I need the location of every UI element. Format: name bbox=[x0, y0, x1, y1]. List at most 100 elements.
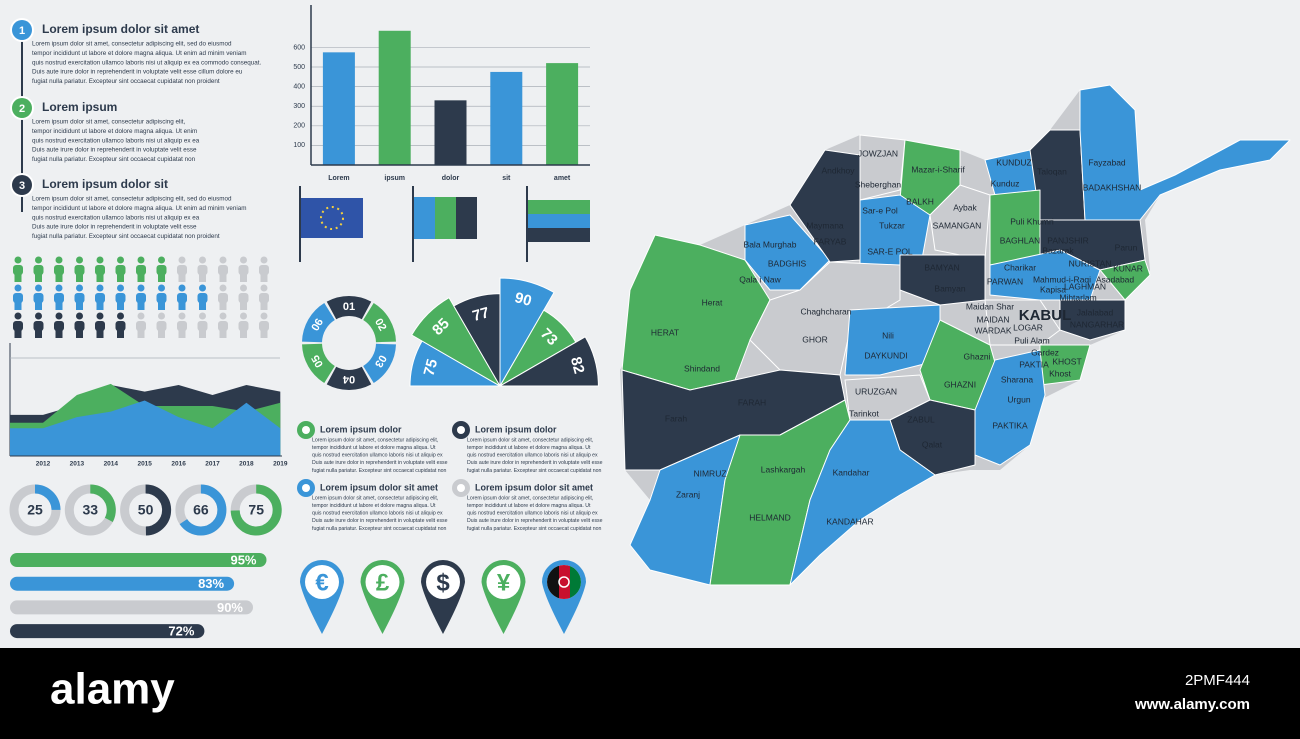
map-label: Kandahar bbox=[833, 467, 870, 477]
person-head bbox=[260, 256, 268, 264]
person-icon bbox=[156, 284, 167, 310]
person-head bbox=[199, 312, 206, 320]
person-head bbox=[260, 312, 268, 320]
y-tick-label: 400 bbox=[293, 83, 305, 90]
person-head bbox=[158, 284, 165, 292]
person-legs bbox=[260, 302, 268, 310]
x-tick-label: Lorem bbox=[328, 175, 349, 182]
x-tick-label: 2018 bbox=[239, 461, 254, 468]
info-text: tempor incididunt ut labore et dolore ma… bbox=[467, 445, 591, 451]
person-body bbox=[218, 293, 228, 303]
person-icon bbox=[95, 284, 105, 310]
progress-label: 72% bbox=[168, 624, 194, 639]
fan-label: 90 bbox=[513, 289, 534, 310]
step-text: Lorem ipsum dolor sit amet, consectetur … bbox=[32, 196, 232, 203]
person-head bbox=[14, 256, 22, 264]
gauge-arc bbox=[175, 484, 227, 536]
person-legs bbox=[219, 302, 227, 310]
person-legs bbox=[260, 274, 268, 282]
step-text: Lorem ipsum dolor sit amet, consectetur … bbox=[32, 41, 232, 48]
person-head bbox=[35, 312, 42, 320]
step-text: quis nostrud exercitation ullamco labori… bbox=[32, 59, 262, 66]
map-label: NIMRUZ bbox=[693, 468, 726, 478]
person-body bbox=[136, 321, 146, 331]
person-body bbox=[259, 265, 269, 275]
pin-inner bbox=[486, 565, 521, 599]
pin-inner bbox=[305, 565, 339, 599]
flag-stripe bbox=[528, 228, 590, 242]
person-head bbox=[219, 312, 227, 320]
info-text: Duis aute irure dolor in reprehenderit i… bbox=[467, 460, 603, 466]
person-head bbox=[137, 284, 145, 292]
person-body bbox=[74, 265, 85, 275]
person-head bbox=[117, 284, 124, 292]
person-head bbox=[76, 312, 83, 320]
person-head bbox=[219, 284, 227, 292]
map-label: Nili bbox=[882, 330, 894, 340]
person-head bbox=[96, 312, 104, 320]
person-body bbox=[13, 265, 23, 275]
province bbox=[844, 304, 941, 376]
info-text: fugiat nulla pariatur. Excepteur sint oc… bbox=[312, 468, 446, 474]
pin-inner bbox=[365, 565, 400, 599]
person-body bbox=[177, 321, 187, 331]
province bbox=[1059, 299, 1126, 341]
step-text: Duis aute irure dolor in reprehenderit i… bbox=[32, 147, 197, 154]
map-label: Puli Alam bbox=[1014, 335, 1049, 345]
x-tick-label: 2017 bbox=[205, 461, 220, 468]
person-legs bbox=[260, 330, 268, 338]
map-label: Mazar-i-Sharif bbox=[911, 164, 965, 174]
map-label: KHOST bbox=[1052, 356, 1081, 366]
person-head bbox=[55, 284, 63, 292]
flag-stripe bbox=[547, 565, 559, 599]
step-text: tempor incididunt ut labore et dolore ma… bbox=[32, 128, 197, 135]
info-title: Lorem ipsum dolor bbox=[475, 424, 557, 434]
person-icon bbox=[218, 284, 228, 310]
flag-stripe bbox=[528, 214, 590, 228]
progress-label: 83% bbox=[198, 576, 224, 591]
person-legs bbox=[14, 274, 22, 282]
province bbox=[1099, 259, 1151, 301]
x-tick-label: ipsum bbox=[384, 175, 405, 182]
person-legs bbox=[158, 330, 165, 338]
step-number: 2 bbox=[19, 103, 25, 115]
map-label: BALKH bbox=[906, 196, 934, 206]
person-icon bbox=[54, 284, 64, 310]
progress-bar bbox=[10, 624, 205, 639]
x-tick-label: amet bbox=[554, 175, 571, 182]
bar bbox=[322, 52, 355, 165]
person-icon bbox=[177, 312, 187, 338]
person-body bbox=[156, 293, 167, 303]
info-text: quis nostrud exercitation ullamco labori… bbox=[467, 511, 598, 517]
person-legs bbox=[76, 274, 83, 282]
person-body bbox=[197, 321, 208, 331]
person-icon bbox=[13, 256, 23, 282]
person-head bbox=[178, 256, 186, 264]
person-icon bbox=[13, 284, 23, 310]
map-label: Sar-e Pol bbox=[862, 205, 898, 215]
person-icon bbox=[259, 256, 269, 282]
person-head bbox=[137, 256, 145, 264]
person-head bbox=[96, 256, 104, 264]
step-badge bbox=[12, 20, 32, 40]
person-legs bbox=[137, 274, 145, 282]
info-text: fugiat nulla pariatur. Excepteur sint oc… bbox=[312, 526, 446, 532]
person-head bbox=[158, 312, 165, 320]
pin-symbol: $ bbox=[436, 569, 450, 596]
map-label: BADAKHSHAN bbox=[1083, 182, 1142, 192]
person-head bbox=[240, 312, 247, 320]
map-label: Tarinkot bbox=[849, 408, 879, 418]
step-badge bbox=[12, 175, 32, 195]
map-label: LAGHMAN bbox=[1064, 281, 1106, 291]
map-label: KABUL bbox=[1019, 307, 1072, 324]
fan-label: 75 bbox=[421, 357, 442, 378]
map-label: SAR-E POL bbox=[867, 246, 913, 256]
map-label: Sharana bbox=[1001, 374, 1033, 384]
person-icon bbox=[259, 284, 269, 310]
step-text: quis nostrud exercitation ullamco labori… bbox=[32, 214, 200, 221]
map-label: Kunduz bbox=[991, 178, 1020, 188]
person-legs bbox=[55, 302, 63, 310]
step-text: fugiat nulla pariatur. Excepteur sint oc… bbox=[32, 78, 220, 85]
